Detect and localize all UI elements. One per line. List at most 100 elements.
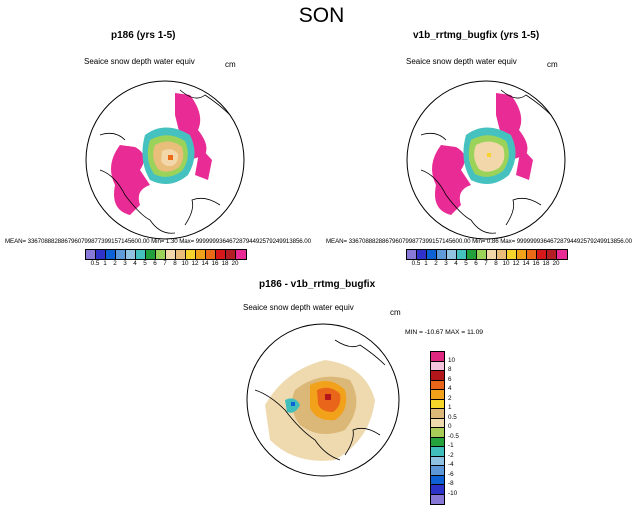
panel-2-coastlines	[420, 89, 552, 234]
colorbar-swatch	[226, 250, 236, 259]
panel-1-coastlines	[99, 89, 231, 234]
colorbar-tick-label: 8	[173, 260, 177, 267]
colorbar-swatch	[431, 371, 444, 381]
colorbar-swatch	[431, 399, 444, 409]
panel-2-colorbar: 0.5 1 2 3 4 5 6 7 8 10 12 14 16 18 20	[406, 249, 568, 269]
colorbar-tick-label: 6	[474, 260, 478, 267]
colorbar-tick-label: 14	[522, 260, 530, 267]
colorbar-swatch	[116, 250, 126, 259]
colorbar-swatch	[457, 250, 467, 259]
panel-3-title: p186 - v1b_rrtmg_bugfix	[259, 279, 376, 290]
colorbar-swatch	[431, 437, 444, 447]
panel-1-title: p186 (yrs 1-5)	[111, 30, 176, 41]
panel-2-colorbar-swatches	[406, 249, 568, 260]
colorbar-tick-label: 10	[448, 356, 456, 364]
colorbar-tick-label: 18	[221, 260, 229, 267]
colorbar-swatch	[156, 250, 166, 259]
colorbar-swatch	[487, 250, 497, 259]
colorbar-swatch	[431, 466, 444, 476]
colorbar-tick-label: 1	[448, 404, 452, 411]
colorbar-swatch	[557, 250, 567, 259]
colorbar-swatch	[437, 250, 447, 259]
colorbar-tick-label: 4	[448, 385, 452, 392]
colorbar-tick-label: 20	[231, 260, 239, 267]
colorbar-tick-label: 3	[444, 260, 448, 267]
colorbar-swatch	[547, 250, 557, 259]
colorbar-swatch	[517, 250, 527, 259]
colorbar-swatch	[431, 485, 444, 495]
panel-3-variable-label: Seaice snow depth water equiv	[243, 303, 354, 312]
colorbar-swatch	[146, 250, 156, 259]
colorbar-tick-label: -6	[448, 470, 454, 478]
colorbar-tick-label: 12	[191, 260, 199, 267]
figure-title: SON	[298, 4, 345, 27]
colorbar-tick-label: 7	[163, 260, 167, 267]
panel-2-ice-field	[432, 93, 533, 215]
colorbar-tick-label: 1	[424, 260, 428, 267]
panel-2-variable-label: Seaice snow depth water equiv	[406, 57, 517, 66]
colorbar-swatch	[507, 250, 517, 259]
colorbar-tick-label: 4	[133, 260, 137, 267]
colorbar-swatch	[431, 447, 444, 457]
colorbar-swatch	[166, 250, 176, 259]
colorbar-tick-label: 4	[454, 260, 458, 267]
panel-3-diff-field	[265, 360, 375, 461]
colorbar-swatch	[431, 361, 444, 371]
panel-1-variable-label: Seaice snow depth water equiv	[84, 57, 195, 66]
colorbar-swatch	[427, 250, 437, 259]
colorbar-swatch	[86, 250, 96, 259]
colorbar-tick-label: 14	[201, 260, 209, 267]
panel-1-stats: MEAN= 3367088828867960799877399157145600…	[5, 238, 311, 245]
colorbar-tick-label: -4	[448, 461, 454, 468]
colorbar-swatch	[431, 352, 444, 362]
colorbar-tick-label: -8	[448, 480, 454, 487]
colorbar-tick-label: 3	[123, 260, 127, 267]
panel-3-colorbar	[430, 351, 445, 505]
colorbar-tick-label: 6	[153, 260, 157, 267]
colorbar-swatch	[467, 250, 477, 259]
colorbar-swatch	[206, 250, 216, 259]
colorbar-tick-label: 10	[181, 260, 189, 267]
colorbar-swatch	[176, 250, 186, 259]
colorbar-swatch	[477, 250, 487, 259]
colorbar-tick-label: 20	[552, 260, 560, 267]
colorbar-tick-label: 5	[464, 260, 468, 267]
colorbar-swatch	[407, 250, 417, 259]
colorbar-tick-label: 12	[512, 260, 520, 267]
panel-2-polar-map	[406, 80, 566, 240]
panel-3-units-label: cm	[390, 308, 401, 317]
colorbar-swatch	[431, 428, 444, 438]
colorbar-swatch	[537, 250, 547, 259]
colorbar-tick-label: 18	[542, 260, 550, 267]
colorbar-tick-label: 10	[502, 260, 510, 267]
colorbar-tick-label: 8	[448, 366, 452, 373]
colorbar-swatch	[447, 250, 457, 259]
colorbar-swatch	[196, 250, 206, 259]
panel-3-polar-map	[246, 323, 400, 477]
colorbar-tick-label: 0.5	[90, 260, 100, 267]
colorbar-tick-label: 5	[143, 260, 147, 267]
colorbar-tick-label: -2	[448, 451, 454, 459]
panel-1-units-label: cm	[225, 60, 236, 69]
colorbar-swatch	[431, 494, 444, 504]
colorbar-tick-label: 2	[448, 394, 452, 402]
panel-2-stats: MEAN= 3367088828867960799877399157145600…	[326, 238, 632, 245]
panel-3-colorbar-swatches	[430, 351, 445, 505]
colorbar-tick-label: 0	[448, 423, 452, 430]
colorbar-tick-label: 0.5	[448, 413, 457, 421]
panel-1-colorbar: 0.5 1 2 3 4 5 6 7 8 10 12 14 16 18 20	[85, 249, 247, 269]
colorbar-swatch	[106, 250, 116, 259]
panel-1-colorbar-labels: 0.5 1 2 3 4 5 6 7 8 10 12 14 16 18 20	[85, 260, 247, 269]
colorbar-swatch	[431, 390, 444, 400]
colorbar-swatch	[136, 250, 146, 259]
colorbar-swatch	[126, 250, 136, 259]
colorbar-tick-label: -0.5	[448, 432, 459, 440]
colorbar-tick-label: 0.5	[411, 260, 421, 267]
colorbar-swatch	[236, 250, 246, 259]
colorbar-tick-label: -10	[448, 489, 458, 497]
colorbar-tick-label: 16	[532, 260, 540, 267]
panel-2-title: v1b_rrtmg_bugfix (yrs 1-5)	[413, 30, 540, 41]
panel-1-ice-field	[111, 93, 212, 215]
panel-1-colorbar-swatches	[85, 249, 247, 260]
colorbar-tick-label: -1	[448, 442, 454, 449]
